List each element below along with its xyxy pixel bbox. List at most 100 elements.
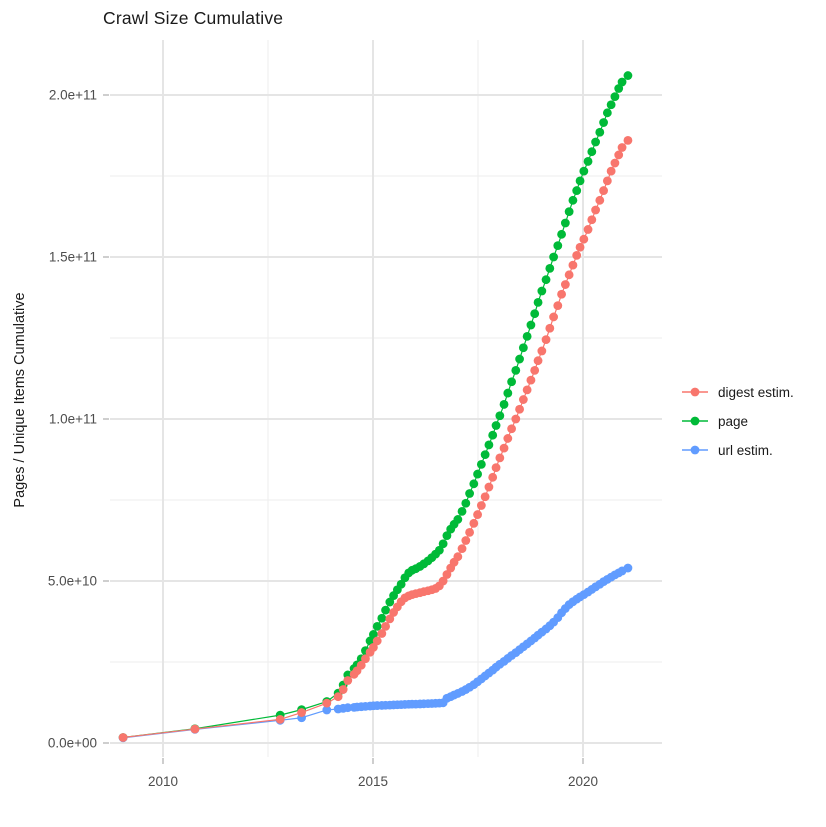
data-point-page [591,137,600,147]
data-point-digest-estim- [495,453,505,463]
data-point-page [476,459,486,469]
data-point-digest-estim- [549,312,558,322]
legend-key-icon [682,445,708,455]
data-point-page [599,118,608,127]
data-point-digest-estim- [557,289,566,299]
data-point-page [526,320,536,330]
data-point-url-estim- [322,705,332,715]
data-point-digest-estim- [572,250,582,260]
legend-item-label: digest estim. [718,384,794,400]
data-point-page [549,252,558,262]
data-point-digest-estim- [118,733,128,742]
legend-key-point [690,445,700,455]
data-point-page [568,195,578,205]
data-point-page [396,579,406,589]
data-point-page [511,366,521,375]
data-point-digest-estim- [499,443,509,453]
data-point-digest-estim- [473,510,482,519]
data-point-page [623,71,633,80]
data-point-digest-estim- [333,692,343,702]
data-point-digest-estim- [322,698,332,708]
data-point-page [515,354,524,364]
legend-key-point [690,387,700,397]
data-point-digest-estim- [606,166,616,176]
data-point-digest-estim- [453,552,463,562]
data-point-url-estim- [623,563,633,573]
data-point-digest-estim- [338,685,348,694]
data-point-digest-estim- [614,150,624,160]
data-point-digest-estim- [372,636,382,646]
data-point-digest-estim- [491,463,501,472]
data-point-digest-estim- [568,260,578,270]
legend-item-digest-estim: digest estim. [681,381,794,403]
data-point-page [465,489,474,498]
data-point-digest-estim- [190,724,200,734]
data-point-digest-estim- [461,536,471,545]
y-axis-tick-label: 0.0e+00 [48,736,97,751]
data-point-page [579,166,589,176]
data-point-digest-estim- [564,270,574,280]
data-point-page [491,421,501,430]
y-axis-tick-label: 1.0e+11 [49,412,97,427]
data-point-digest-estim- [518,395,528,404]
data-point-page [610,92,620,102]
data-point-digest-estim- [275,714,285,724]
data-point-digest-estim- [469,518,479,528]
chart-title: Crawl Size Cumulative [103,8,284,28]
data-point-digest-estim- [356,660,366,670]
data-point-digest-estim- [545,323,555,333]
legend-key-icon [682,416,708,426]
data-point-page [457,506,467,516]
data-point-page [602,108,612,118]
data-point-digest-estim- [591,205,600,215]
y-axis-tick-label: 1.5e+11 [49,250,97,265]
data-point-page [484,440,494,450]
data-point-digest-estim- [484,482,494,492]
data-point-digest-estim- [465,528,474,537]
data-point-digest-estim- [442,570,452,579]
data-point-digest-estim- [438,576,448,586]
data-point-digest-estim- [610,158,620,168]
data-point-page [545,263,555,273]
y-axis-tick-label: 2.0e+11 [49,88,97,103]
legend: digest estim. page url estim. [681,381,794,461]
data-point-page [369,630,378,639]
data-point-url-estim- [343,703,353,713]
data-point-page [495,411,505,421]
legend-item-page: page [681,410,794,432]
data-point-page [606,100,616,110]
data-point-digest-estim- [560,280,570,289]
data-point-digest-estim- [381,621,390,631]
data-point-page [480,450,490,460]
data-point-digest-estim- [503,434,513,443]
data-point-page [365,636,375,646]
data-point-digest-estim- [602,176,612,186]
data-point-page [381,605,390,615]
data-point-digest-estim- [537,346,547,356]
data-point-page [537,286,547,296]
data-point-digest-estim- [587,215,597,225]
data-point-page [572,186,582,195]
data-point-page [488,430,498,440]
data-point-page [560,218,570,228]
data-point-page [461,498,471,508]
data-point-page [583,157,593,166]
data-point-digest-estim- [457,544,467,553]
data-point-digest-estim- [476,501,486,510]
data-point-page [595,127,605,137]
data-point-page [587,147,597,157]
data-point-page [518,343,528,353]
data-point-page [372,621,382,631]
data-point-digest-estim- [575,242,585,252]
data-point-page [507,377,516,387]
x-axis-tick-label: 2020 [568,774,598,789]
data-point-digest-estim- [541,335,551,345]
legend-item-label: url estim. [718,442,773,458]
data-point-page [553,241,563,251]
data-point-page [442,531,452,541]
data-point-digest-estim- [617,143,627,152]
data-point-page [469,479,479,489]
data-point-page [385,597,395,607]
